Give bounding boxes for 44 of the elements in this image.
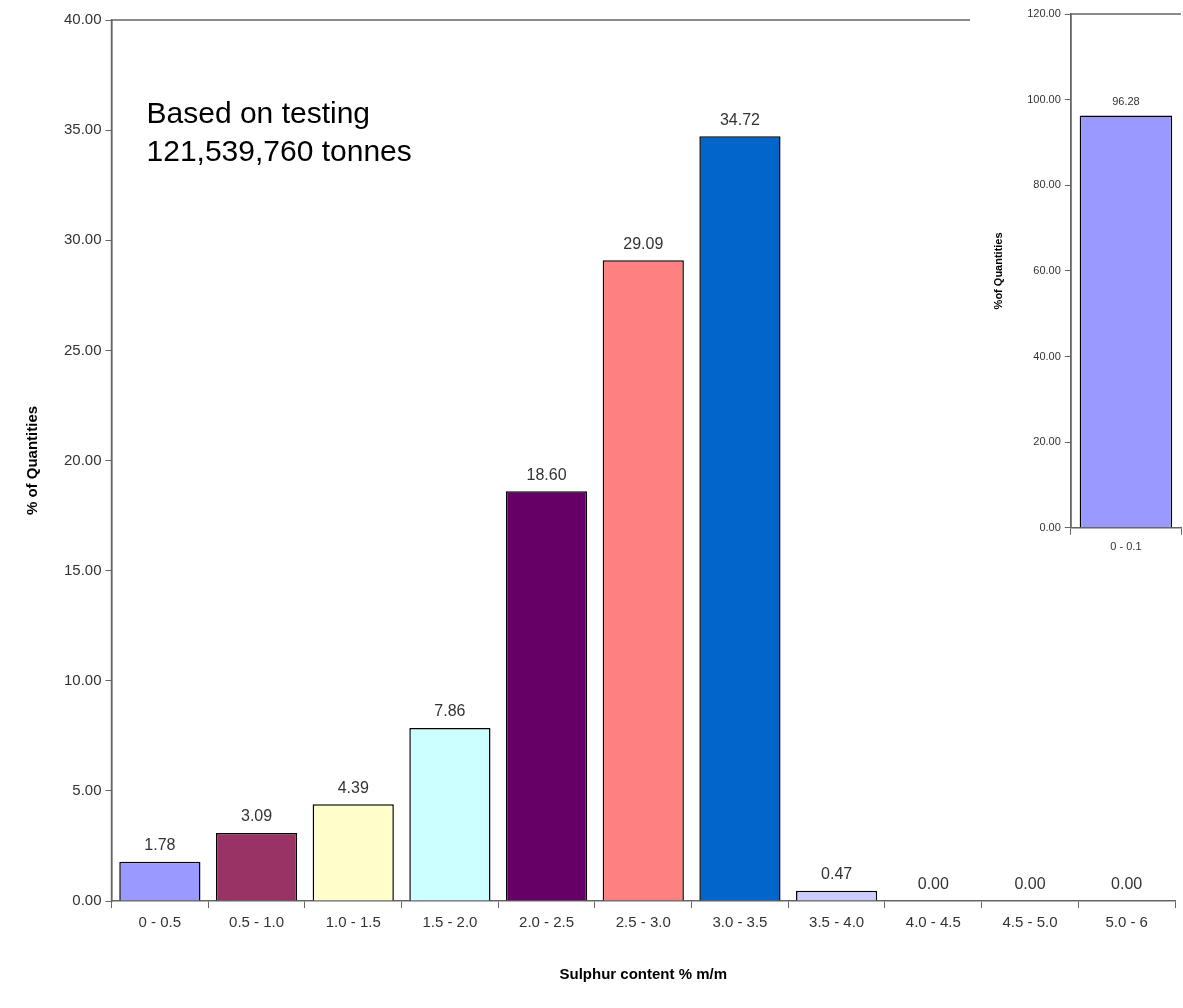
- data-label: 3.09: [240, 807, 273, 825]
- y-tick-label: 5.00: [72, 781, 102, 799]
- y-tick-label: 0.00: [72, 891, 102, 909]
- y-tick-label: 25.00: [63, 340, 102, 358]
- x-tick-label: 0 - 0.1: [1110, 540, 1142, 553]
- data-label: 29.09: [623, 234, 664, 252]
- data-label: 0.00: [917, 875, 949, 893]
- y-tick-label: 35.00: [63, 120, 102, 138]
- data-label: 1.78: [144, 836, 176, 854]
- x-tick-label: 4.0 - 4.5: [905, 913, 961, 931]
- x-tick-label: 1.5 - 2.0: [422, 913, 478, 931]
- y-tick-label: 60.00: [1033, 263, 1061, 276]
- y-tick-label: 30.00: [63, 230, 102, 248]
- data-label: 0.00: [1111, 875, 1143, 893]
- y-tick-label: 40.00: [63, 10, 102, 28]
- x-tick-label: 3.5 - 4.0: [809, 913, 865, 931]
- y-axis-title: % of Quantities: [23, 405, 41, 516]
- x-tick-label: 5.0 - 6: [1105, 913, 1148, 931]
- x-tick-label: 2.5 - 3.0: [615, 913, 671, 931]
- data-label: 0.47: [821, 865, 853, 883]
- data-label: 34.72: [719, 110, 761, 128]
- y-tick-label: 120.00: [1027, 7, 1061, 20]
- x-axis-title: Sulphur content % m/m: [559, 965, 728, 983]
- data-label: 18.60: [526, 465, 567, 483]
- y-tick-label: 80.00: [1033, 178, 1061, 191]
- y-tick-label: 100.00: [1027, 92, 1061, 105]
- y-tick-label: 40.00: [1033, 349, 1061, 362]
- y-tick-label: 20.00: [63, 450, 102, 468]
- data-label: 4.39: [337, 778, 369, 796]
- data-label: 7.86: [434, 702, 466, 720]
- y-tick-label: 20.00: [1033, 435, 1061, 448]
- data-label: 96.28: [1112, 95, 1140, 108]
- x-tick-label: 4.5 - 5.0: [1002, 913, 1058, 931]
- y-tick-label: 10.00: [63, 670, 102, 688]
- x-tick-label: 0.5 - 1.0: [229, 913, 285, 931]
- data-label: 0.00: [1014, 875, 1046, 893]
- x-tick-label: 3.0 - 3.5: [712, 913, 768, 931]
- x-tick-label: 1.0 - 1.5: [325, 913, 381, 931]
- annotation: Based on testing 121,539,760 tonnes: [146, 96, 412, 168]
- x-tick-label: 2.0 - 2.5: [519, 913, 575, 931]
- x-tick-label: 0 - 0.5: [138, 913, 182, 931]
- y-tick-label: 15.00: [63, 560, 102, 578]
- y-tick-label: 0.00: [1039, 520, 1061, 533]
- y-axis-title: %of Quantities: [991, 232, 1004, 310]
